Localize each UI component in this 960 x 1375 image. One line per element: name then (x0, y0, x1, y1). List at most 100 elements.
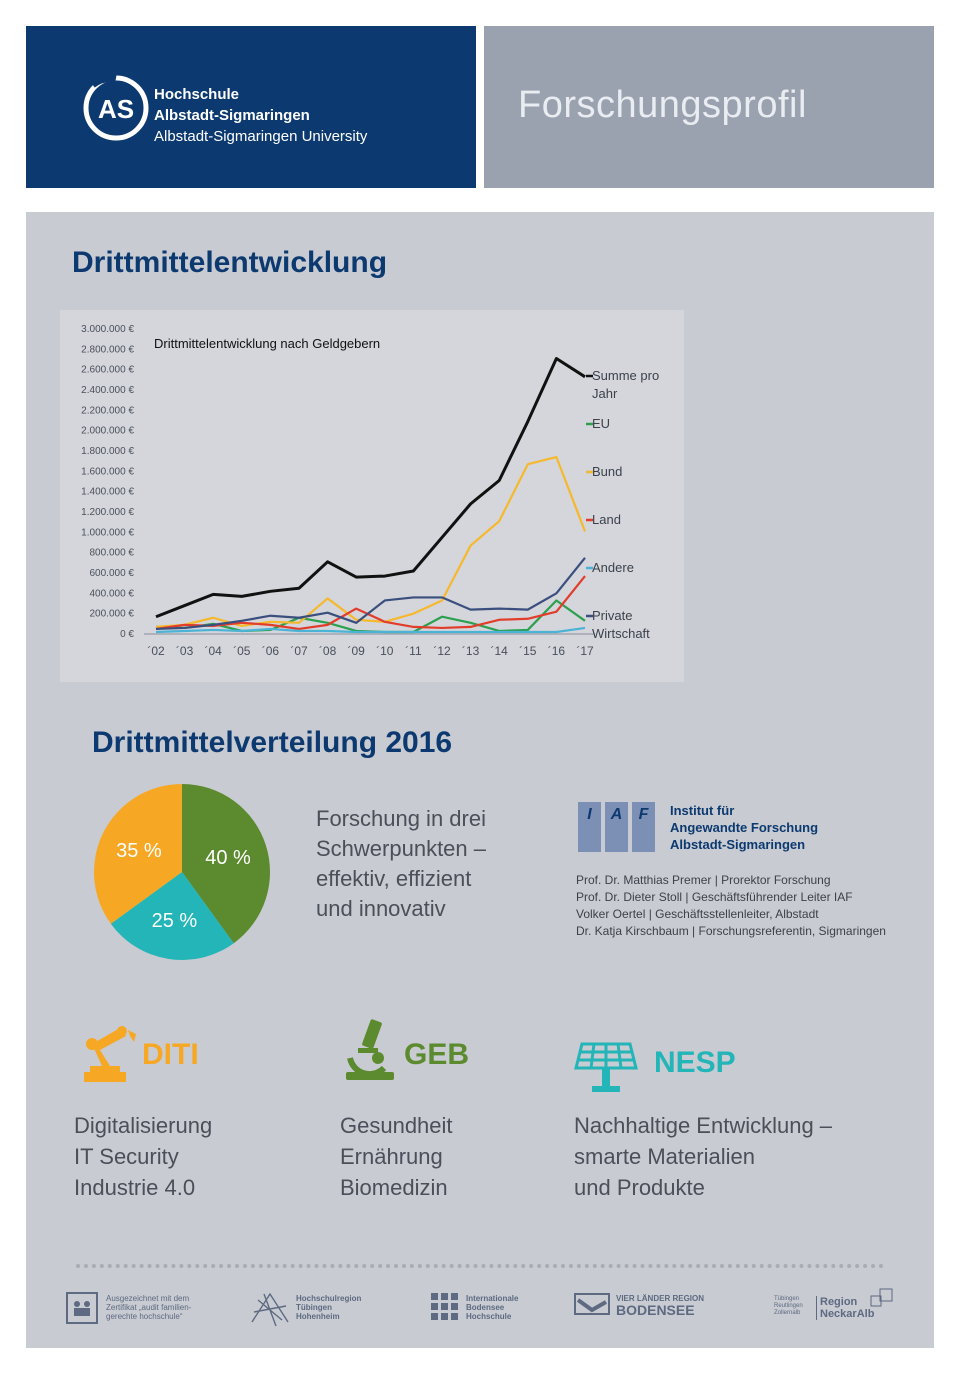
focus-statement: Forschung in drei Schwerpunkten – effekt… (316, 804, 536, 924)
legend-label: Jahr (592, 386, 618, 401)
partner-text: Region (820, 1296, 858, 1308)
iaf-letter-box: F (632, 802, 655, 852)
pie-slice-label: 40 % (205, 847, 251, 869)
partner-text: Zertifikat „audit familien- (106, 1303, 192, 1312)
partner-text: Hochschulregion (296, 1294, 362, 1303)
partner-text: Hohenheim (296, 1312, 340, 1321)
legend-label: Wirtschaft (592, 626, 650, 641)
person-entry: Volker Oertel | Geschäftsstellenleiter, … (576, 907, 819, 921)
partner-text: Hochschule (466, 1312, 512, 1321)
page-title: Forschungsprofil (518, 84, 807, 126)
header-left-panel: AS Hochschule Albstadt-Sigmaringen Albst… (26, 26, 476, 188)
person-entry: Prof. Dr. Matthias Premer | Prorektor Fo… (576, 873, 831, 887)
area-abbr-nesp: NESP (654, 1046, 736, 1079)
x-tick-label: ´16 (548, 644, 566, 658)
family-certificate-icon (66, 1292, 98, 1324)
header-right-panel: Forschungsprofil (484, 26, 934, 188)
area-desc-line: Industrie 4.0 (74, 1175, 196, 1200)
y-tick-label: 1.200.000 € (81, 507, 134, 518)
y-tick-label: 2.200.000 € (81, 405, 134, 416)
y-tick-label: 1.400.000 € (81, 487, 134, 498)
y-tick-label: 2.800.000 € (81, 344, 134, 355)
x-tick-label: ´12 (433, 644, 451, 658)
area-desc-line: IT Security (74, 1144, 179, 1169)
pie-slice (182, 784, 270, 944)
partner-text: Internationale (466, 1294, 519, 1303)
area-abbr-geb: GEB (404, 1038, 470, 1071)
partner-text: NeckarAlb (820, 1308, 875, 1320)
university-line-1: Hochschule (154, 86, 240, 103)
solar-panel-icon (574, 1042, 638, 1092)
svg-text:AS: AS (98, 94, 134, 124)
chart-title: Drittmittelentwicklung nach Geldgebern (154, 336, 380, 351)
x-tick-label: ´11 (405, 644, 422, 658)
y-tick-label: 3.000.000 € (81, 324, 134, 335)
section-title-distribution: Drittmittelverteilung 2016 (92, 726, 453, 759)
partner-text: Reutlingen (774, 1303, 803, 1309)
partner-text: BODENSEE (616, 1302, 695, 1318)
iaf-letter-box: I (578, 802, 601, 852)
partner-text: Zollernalb (774, 1310, 801, 1316)
x-tick-label: ´08 (319, 644, 337, 658)
area-desc-line: Digitalisierung (74, 1113, 213, 1138)
microscope-icon (346, 1019, 394, 1080)
y-tick-label: 2.400.000 € (81, 385, 134, 396)
area-desc-line: und Produkte (574, 1175, 705, 1200)
x-tick-label: ´03 (176, 644, 194, 658)
section-title-development: Drittmittelentwicklung (72, 246, 388, 279)
x-tick-label: ´04 (205, 644, 223, 658)
focus-line: Forschung in drei (316, 806, 486, 831)
lake-icon (574, 1293, 610, 1315)
area-desc-line: Nachhaltige Entwicklung – (574, 1113, 833, 1138)
x-tick-label: ´02 (147, 644, 165, 658)
dotted-divider (76, 1264, 884, 1268)
x-tick-label: ´13 (462, 644, 480, 658)
x-tick-label: ´06 (262, 644, 280, 658)
legend-label: Summe pro (592, 368, 659, 383)
y-tick-label: 1.000.000 € (81, 527, 134, 538)
x-tick-label: ´09 (348, 644, 366, 658)
iaf-name-line: Angewandte Forschung (670, 820, 819, 835)
area-desc-geb: Gesundheit Ernährung Biomedizin (340, 1110, 453, 1203)
series-line-6 (155, 557, 586, 631)
pie-chart: 40 % 25 % 35 % (94, 784, 270, 960)
x-tick-label: ´17 (576, 644, 594, 658)
area-desc-line: smarte Materialien (574, 1144, 755, 1169)
grid-icon (431, 1293, 458, 1320)
y-tick-label: 400.000 € (90, 588, 135, 599)
iaf-letter-box: A (605, 802, 628, 852)
x-tick-label: ´15 (519, 644, 537, 658)
pie-slice (110, 872, 234, 960)
legend-label: Private (592, 608, 632, 623)
line-chart: 0 € 200.000 € 400.000 € 600.000 € 800.000 € 1… (60, 310, 684, 682)
iaf-name: Institut für Angewandte Forschung Albsta… (670, 802, 840, 853)
x-tick-label: ´14 (491, 644, 509, 658)
region-boxes-icon (870, 1288, 893, 1307)
area-desc-diti: Digitalisierung IT Security Industrie 4.… (74, 1110, 212, 1203)
area-abbr-diti: DITI (142, 1038, 199, 1071)
y-tick-label: 2.600.000 € (81, 365, 134, 376)
university-name: Hochschule Albstadt-Sigmaringen Albstadt… (154, 84, 367, 147)
robot-arm-icon (84, 1026, 136, 1082)
line-chart-canvas: 0 € 200.000 € 400.000 € 600.000 € 800.000 € 1… (81, 324, 659, 658)
series-line-3 (155, 456, 587, 628)
area-desc-line: Biomedizin (340, 1175, 448, 1200)
y-tick-label: 0 € (120, 629, 134, 640)
partner-text: Tübingen (296, 1303, 332, 1312)
pie-slice-label: 35 % (116, 840, 162, 862)
area-desc-line: Gesundheit (340, 1113, 453, 1138)
area-desc-nesp: Nachhaltige Entwicklung – smarte Materia… (574, 1110, 832, 1203)
x-tick-label: ´07 (290, 644, 308, 658)
y-tick-label: 1.800.000 € (81, 446, 134, 457)
iaf-people-list: Prof. Dr. Matthias Premer | Prorektor Fo… (576, 872, 926, 940)
pie-slice (94, 784, 182, 924)
partner-text: VIER LÄNDER REGION (616, 1294, 705, 1303)
series-line-1 (155, 357, 586, 619)
legend-label: Bund (592, 464, 622, 479)
y-tick-label: 600.000 € (90, 568, 135, 579)
y-tick-label: 800.000 € (90, 548, 135, 559)
pie-slice-label: 25 % (152, 910, 198, 932)
iaf-name-line: Institut für (670, 803, 735, 818)
legend-label: Andere (592, 560, 634, 575)
